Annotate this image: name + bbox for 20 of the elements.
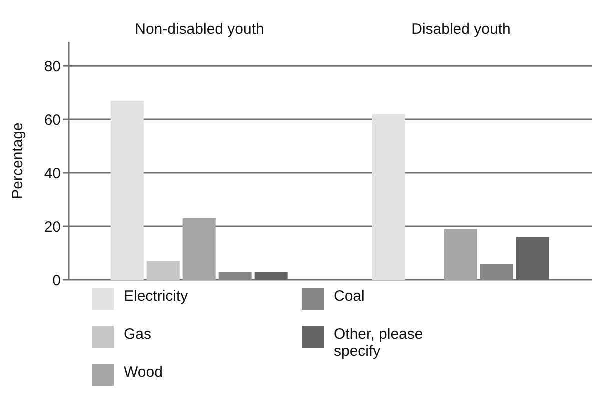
legend-label: Other, please specify <box>334 326 424 360</box>
y-tick-label: 60 <box>44 112 61 129</box>
y-tick-label: 80 <box>44 58 61 76</box>
x-tick-label: Non-disabled youth <box>135 21 264 38</box>
legend-label: Wood <box>124 364 164 381</box>
bar <box>372 114 406 280</box>
y-tick-label: 20 <box>44 218 61 236</box>
legend-label: Gas <box>124 326 153 343</box>
x-tick-label: Disabled youth <box>412 21 511 38</box>
bar <box>110 100 144 280</box>
bar <box>218 272 252 280</box>
bar <box>444 229 478 280</box>
bar <box>182 218 216 280</box>
bar <box>480 264 514 280</box>
legend-label: Electricity <box>124 288 190 305</box>
y-tick-label: 40 <box>44 165 61 182</box>
legend-label: Coal <box>334 288 366 305</box>
y-axis-title: Percentage <box>10 122 26 200</box>
y-tick-label: 0 <box>52 272 61 290</box>
bar <box>146 261 180 280</box>
